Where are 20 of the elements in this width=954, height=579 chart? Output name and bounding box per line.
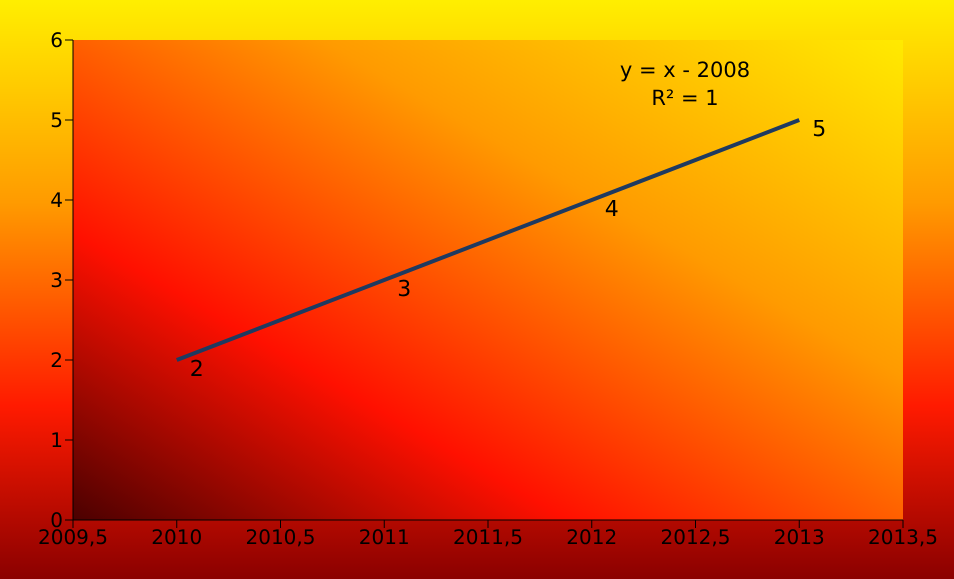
- data-label: 3: [397, 277, 412, 302]
- y-tick-label: 6: [50, 28, 63, 52]
- y-tick-label: 1: [50, 428, 63, 452]
- annotation: y = x - 2008: [618, 57, 752, 84]
- data-label: 2: [190, 357, 204, 382]
- x-tick-label: 2012,5: [660, 525, 730, 550]
- data-label: 4: [604, 197, 619, 222]
- y-tick-label: 4: [50, 188, 63, 212]
- x-tick-label: 2011: [358, 525, 410, 550]
- x-tick-label: 2011,5: [453, 525, 523, 550]
- y-tick-label: 2: [50, 348, 63, 372]
- annotation: R² = 1: [650, 85, 720, 112]
- data-label: 5: [812, 117, 826, 142]
- x-tick-label: 2013,5: [868, 525, 938, 550]
- y-tick-label: 3: [50, 268, 63, 292]
- x-tick-label: 2013: [774, 525, 825, 550]
- x-tick-label: 2012: [566, 525, 618, 550]
- y-tick-label: 5: [50, 108, 63, 132]
- x-tick-label: 2010: [151, 525, 202, 550]
- x-tick-label: 2010,5: [246, 525, 316, 550]
